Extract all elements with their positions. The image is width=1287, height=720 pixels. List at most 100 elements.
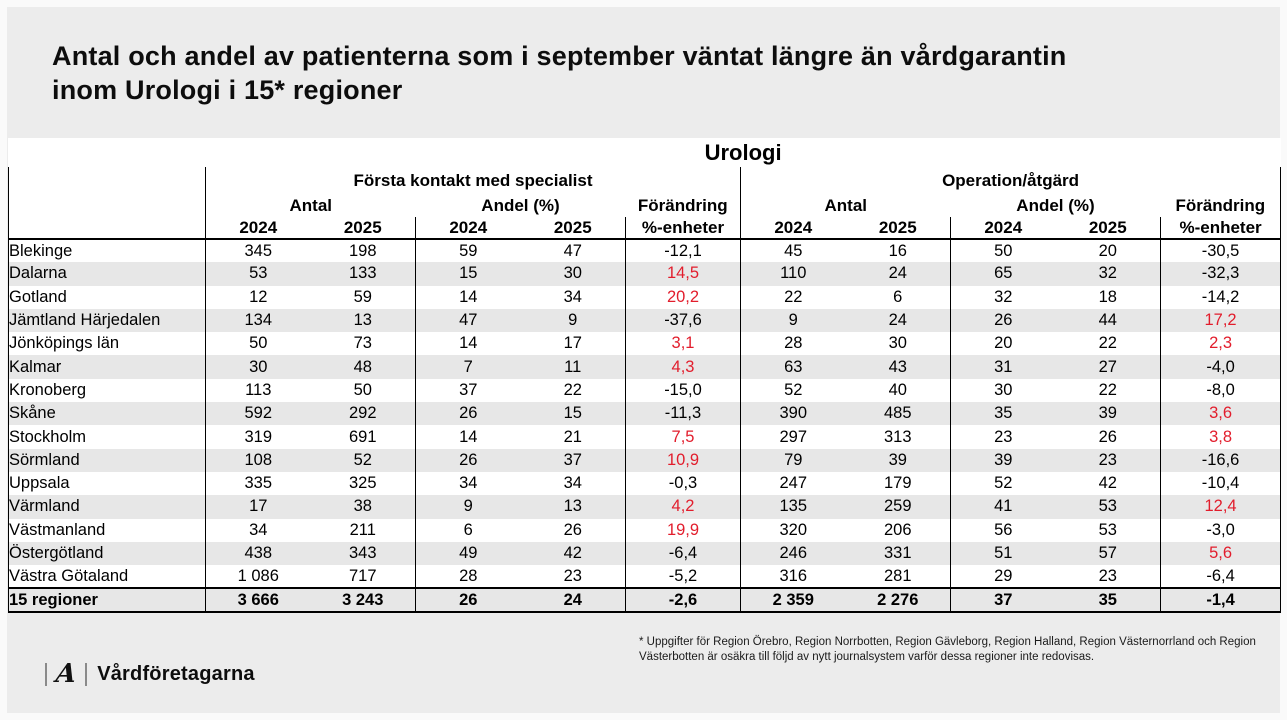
value-cell: 30 — [950, 378, 1056, 403]
waiting-times-table: Urologi Första kontakt med specialist Op… — [8, 138, 1282, 613]
year-header: 2025 — [1055, 217, 1161, 240]
almega-logo-icon: A — [54, 659, 78, 689]
value-cell: -37,6 — [625, 308, 741, 333]
value-cell: 30 — [888, 334, 907, 353]
value-cell: 23 — [1098, 566, 1117, 585]
value-cell: 259 — [845, 495, 951, 519]
value-cell: 335 — [205, 471, 311, 496]
value-cell: 21 — [563, 427, 582, 446]
value-cell: 345 — [205, 239, 311, 263]
logo-divider — [45, 662, 47, 686]
slide-title: Antal och andel av patienterna som i sep… — [52, 39, 1066, 107]
value-cell: 2 359 — [740, 587, 846, 613]
value-cell: 26 — [563, 520, 582, 539]
value-cell: 49 — [415, 541, 521, 566]
value-cell: 16 — [888, 241, 907, 260]
value-cell: 34 — [563, 474, 582, 493]
year-header: 2024 — [415, 217, 521, 240]
value-cell: 113 — [205, 378, 311, 403]
value-cell: 281 — [883, 566, 912, 585]
value-cell: 63 — [740, 355, 846, 379]
forandring-unit-header: %-enheter — [1159, 217, 1282, 240]
value-cell: 3 666 — [205, 587, 311, 613]
year-header: 2024 — [205, 217, 311, 240]
value-cell: 438 — [205, 541, 311, 566]
region-name-cell: Värmland — [8, 495, 206, 519]
region-name-cell: Västmanland — [8, 518, 206, 542]
value-cell: 134 — [205, 308, 311, 333]
group-andel: Andel (%) — [1016, 195, 1095, 215]
value-cell: 17 — [205, 495, 311, 519]
table-title: Urologi — [704, 139, 782, 165]
value-cell: -32,3 — [1159, 262, 1282, 286]
value-cell: 717 — [348, 566, 377, 585]
group-antal: Antal — [205, 194, 416, 217]
value-cell: 3,1 — [625, 332, 741, 356]
section-operation: Operation/åtgärd — [739, 167, 1282, 194]
group-forandring: Förändring — [1160, 194, 1282, 217]
table-title-row: Urologi — [9, 138, 1281, 167]
value-cell: 57 — [1055, 541, 1161, 566]
forandring-unit-header: %-enheter — [625, 217, 741, 240]
value-cell: 206 — [883, 520, 912, 539]
region-name-cell: Blekinge — [8, 239, 206, 263]
value-cell: 24 — [845, 308, 951, 333]
value-cell: 23 — [563, 566, 582, 585]
value-cell: 17 — [563, 334, 582, 353]
value-cell: 14 — [415, 425, 521, 449]
region-name-cell: Östergötland — [8, 541, 206, 566]
region-name-cell: Kalmar — [8, 355, 206, 379]
value-cell: 27 — [1055, 355, 1161, 379]
table-row: Västra Götaland 1 086 717 28 23 -5,2 316 281 29 2… — [8, 565, 1282, 589]
value-cell: 19,9 — [625, 518, 741, 542]
value-cell: 31 — [950, 355, 1056, 379]
value-cell: 211 — [349, 520, 376, 539]
value-cell: 34 — [563, 287, 582, 306]
value-cell: 13 — [310, 308, 416, 333]
value-cell: 38 — [310, 495, 416, 519]
value-cell: 24 — [520, 587, 626, 613]
value-cell: 20 — [1098, 241, 1117, 260]
value-cell: 34 — [205, 518, 311, 542]
value-cell: 1 086 — [205, 565, 311, 589]
value-cell: 22 — [563, 380, 582, 399]
value-cell: 35 — [1055, 587, 1161, 613]
value-cell: 73 — [353, 334, 372, 353]
value-cell: -14,2 — [1159, 285, 1282, 309]
value-cell: 39 — [845, 448, 951, 472]
value-cell: 23 — [950, 425, 1056, 449]
value-cell: 50 — [950, 239, 1056, 263]
value-cell: 26 — [1098, 427, 1117, 446]
value-cell: 26 — [415, 402, 521, 426]
value-cell: 52 — [310, 448, 416, 472]
value-cell: 14 — [415, 332, 521, 356]
table-row: Jönköpings län 50 73 14 17 3,1 28 30 20 22 2,3 — [8, 332, 1282, 356]
value-cell: 7,5 — [625, 425, 741, 449]
table-row: Kronoberg 113 50 37 22 -15,0 52 40 30 22 -8,0 — [8, 378, 1282, 403]
value-cell: 7 — [415, 355, 521, 379]
year-header-row: 2024 2025 2024 2025 %-enheter 2024 2025 … — [8, 217, 1282, 240]
value-cell: -5,2 — [625, 565, 741, 589]
value-cell: 26 — [415, 448, 521, 472]
value-cell: 135 — [740, 495, 846, 519]
table-row: Dalarna 53 133 15 30 14,5 110 24 65 32 -32,3 — [8, 262, 1282, 286]
table-row: Värmland 17 38 9 13 4,2 135 259 41 53 12,4 — [8, 495, 1282, 519]
value-cell: 79 — [740, 448, 846, 472]
value-cell: 48 — [310, 355, 416, 379]
value-cell: 9 — [415, 495, 521, 519]
table-row: Sörmland 108 52 26 37 10,9 79 39 39 23 -16,6 — [8, 448, 1282, 472]
region-name-cell: Stockholm — [8, 425, 206, 449]
slide-title-line1: Antal och andel av patienterna som i sep… — [52, 41, 1067, 71]
value-cell: -12,1 — [625, 239, 741, 263]
value-cell: -4,0 — [1159, 355, 1282, 379]
value-cell: 11 — [520, 355, 626, 379]
value-cell: 44 — [1055, 308, 1161, 333]
slide: Antal och andel av patienterna som i sep… — [7, 7, 1282, 713]
value-cell: 316 — [740, 565, 846, 589]
value-cell: 39 — [1055, 402, 1161, 426]
value-cell: 23 — [1055, 448, 1161, 472]
vardforetagarna-logo: A Vårdföretagarna — [45, 657, 255, 691]
section-header-row: Första kontakt med specialist Operation/… — [8, 167, 1282, 194]
value-cell: -10,4 — [1159, 471, 1282, 496]
region-name-cell: Kronoberg — [8, 378, 206, 403]
